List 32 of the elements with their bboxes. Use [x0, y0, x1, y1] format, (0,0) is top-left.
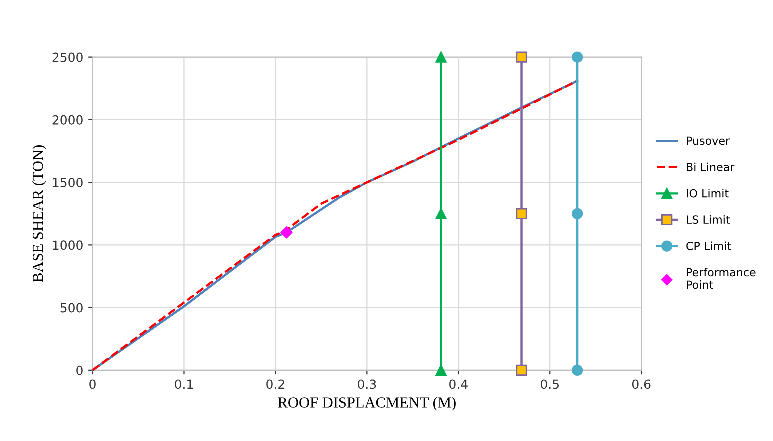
point	[436, 208, 447, 220]
legend-label: Pusover	[687, 136, 730, 146]
legend-label: IO Limit	[687, 189, 729, 198]
point	[436, 52, 447, 63]
y-tick-label: 500	[60, 303, 83, 313]
y-tick-label: 1500	[53, 178, 83, 188]
x-tick-label: 0.6	[632, 380, 651, 390]
point	[572, 52, 584, 63]
x-tick-label: 0.1	[175, 380, 194, 390]
line-series	[92, 80, 579, 372]
y-tick-label: 1000	[53, 240, 83, 250]
point	[516, 52, 528, 63]
x-tick-label: 0.4	[450, 380, 468, 390]
point	[572, 208, 584, 220]
y-tick-label: 2500	[52, 52, 83, 62]
y-tick-label: 0	[76, 366, 83, 376]
y-tick-label: 2000	[52, 115, 83, 125]
point	[280, 226, 293, 239]
point	[516, 364, 528, 376]
point	[436, 364, 447, 376]
legend-label: LS Limit	[687, 215, 730, 224]
x-axis-title: ROOF DISPLACMENT (M)	[278, 397, 456, 411]
y-axis-title: BASE SHEAR (TON)	[32, 146, 46, 282]
x-tick-label: 0	[90, 380, 96, 390]
point	[572, 364, 584, 376]
x-tick-label: 0.2	[266, 380, 284, 390]
legend-label: CP Limit	[686, 242, 732, 250]
legend-label: Performance Point	[687, 268, 756, 290]
x-tick-label: 0.3	[358, 380, 376, 390]
x-tick-label: 0.5	[541, 380, 559, 390]
legend-label: Bi Linear	[687, 162, 735, 172]
point	[516, 208, 528, 220]
